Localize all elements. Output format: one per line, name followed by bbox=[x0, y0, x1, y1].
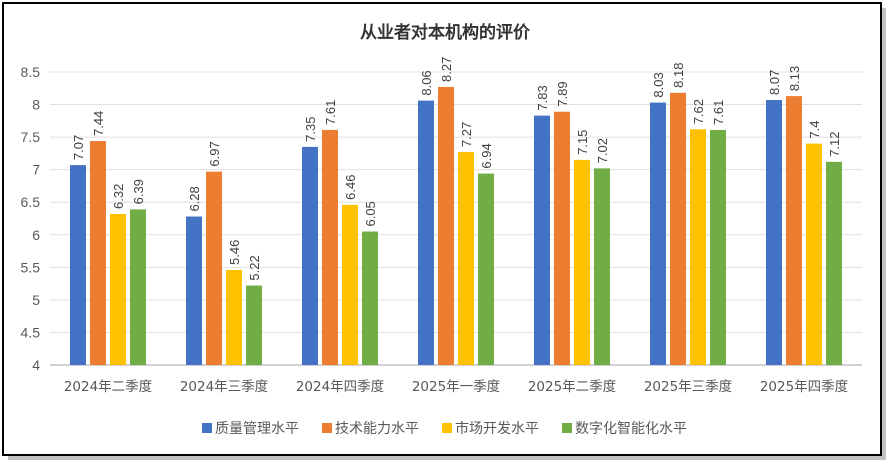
bar bbox=[554, 111, 570, 366]
y-tick-label: 4 bbox=[32, 357, 40, 373]
legend-swatch bbox=[442, 423, 452, 433]
data-label: 8.06 bbox=[419, 70, 434, 95]
bar bbox=[690, 129, 706, 365]
data-label: 7.44 bbox=[91, 111, 106, 136]
bar bbox=[90, 141, 106, 365]
x-tick-label: 2025年二季度 bbox=[528, 379, 616, 395]
data-label: 7.61 bbox=[711, 100, 726, 125]
y-axis-ticks: 4 4.5 5 5.5 6 6.5 7 7.5 8 8.5 bbox=[21, 64, 41, 373]
legend-label: 数字化智能化水平 bbox=[575, 421, 687, 437]
data-label: 7.02 bbox=[595, 138, 610, 163]
data-label: 7.35 bbox=[303, 117, 318, 142]
legend-swatch bbox=[562, 423, 572, 433]
bar bbox=[186, 216, 202, 365]
data-label: 7.61 bbox=[323, 100, 338, 125]
bar bbox=[226, 269, 242, 365]
legend-item: 数字化智能化水平 bbox=[562, 421, 687, 437]
bar bbox=[574, 159, 590, 365]
data-label: 5.46 bbox=[227, 240, 242, 265]
data-label: 7.83 bbox=[535, 85, 550, 110]
data-label: 7.89 bbox=[555, 81, 570, 106]
bar bbox=[650, 102, 666, 365]
bar bbox=[478, 173, 494, 365]
chart-title: 从业者对本机构的评价 bbox=[360, 22, 531, 43]
y-tick-label: 5.5 bbox=[21, 259, 41, 275]
legend-item: 技术能力水平 bbox=[322, 421, 419, 437]
data-label: 8.18 bbox=[671, 63, 686, 88]
gridlines bbox=[50, 71, 862, 366]
bars bbox=[70, 86, 842, 366]
y-tick-label: 5 bbox=[32, 292, 40, 308]
data-label: 7.15 bbox=[575, 130, 590, 155]
y-tick-label: 4.5 bbox=[21, 324, 41, 340]
bar bbox=[418, 100, 434, 365]
data-label: 7.62 bbox=[691, 99, 706, 124]
y-tick-label: 6 bbox=[32, 227, 40, 243]
legend-label: 技术能力水平 bbox=[335, 421, 419, 437]
x-tick-label: 2025年四季度 bbox=[760, 379, 848, 395]
data-label: 8.07 bbox=[767, 70, 782, 95]
y-tick-label: 8.5 bbox=[21, 64, 41, 80]
bar bbox=[786, 96, 802, 365]
data-label: 6.94 bbox=[479, 143, 494, 168]
x-tick-label: 2025年三季度 bbox=[644, 379, 732, 395]
legend-item: 质量管理水平 bbox=[202, 421, 299, 437]
y-tick-label: 8 bbox=[32, 97, 40, 113]
bar bbox=[710, 129, 726, 365]
bar bbox=[826, 161, 842, 365]
bar bbox=[206, 171, 222, 365]
data-label: 7.27 bbox=[459, 122, 474, 147]
x-tick-label: 2024年二季度 bbox=[64, 379, 152, 395]
bar bbox=[458, 152, 474, 365]
data-label: 6.05 bbox=[363, 201, 378, 226]
data-label: 6.32 bbox=[111, 184, 126, 209]
data-label: 5.22 bbox=[247, 255, 262, 280]
x-tick-label: 2024年四季度 bbox=[296, 379, 384, 395]
legend-swatch bbox=[202, 423, 212, 433]
data-label: 6.28 bbox=[187, 186, 202, 211]
data-label: 6.97 bbox=[207, 141, 222, 166]
y-tick-label: 7.5 bbox=[21, 129, 41, 145]
bar bbox=[534, 115, 550, 365]
bar bbox=[438, 86, 454, 365]
bar bbox=[302, 146, 318, 365]
legend-item: 市场开发水平 bbox=[442, 420, 539, 437]
data-label: 7.07 bbox=[71, 135, 86, 160]
bar bbox=[322, 129, 338, 365]
data-label: 6.39 bbox=[131, 179, 146, 204]
data-label: 8.27 bbox=[439, 57, 454, 82]
bar bbox=[110, 213, 126, 365]
bar bbox=[130, 209, 146, 365]
data-label: 7.4 bbox=[807, 121, 822, 139]
bar bbox=[766, 99, 782, 366]
bar bbox=[806, 143, 822, 365]
y-tick-label: 7 bbox=[32, 162, 40, 178]
y-tick-label: 6.5 bbox=[21, 194, 41, 210]
bar bbox=[246, 285, 262, 365]
legend: 质量管理水平 技术能力水平 市场开发水平 数字化智能化水平 bbox=[202, 420, 687, 437]
bar bbox=[594, 168, 610, 365]
data-label: 8.13 bbox=[787, 66, 802, 91]
bar bbox=[342, 204, 358, 365]
legend-swatch bbox=[322, 423, 332, 433]
x-tick-label: 2024年三季度 bbox=[180, 379, 268, 395]
legend-label: 质量管理水平 bbox=[215, 421, 299, 437]
bar bbox=[670, 92, 686, 365]
legend-label: 市场开发水平 bbox=[455, 420, 539, 437]
x-tick-label: 2025年一季度 bbox=[412, 379, 500, 395]
bar bbox=[70, 165, 86, 365]
data-label: 7.12 bbox=[827, 132, 842, 157]
data-label: 8.03 bbox=[651, 72, 666, 97]
data-labels: 7.07 7.44 6.32 6.39 6.28 6.97 5.46 5.22 7.35 7.61… bbox=[71, 57, 842, 281]
x-axis-ticks: 2024年二季度 2024年三季度 2024年四季度 2025年一季度 2025年二季度… bbox=[64, 379, 848, 395]
data-label: 6.46 bbox=[343, 175, 358, 200]
bar bbox=[362, 231, 378, 365]
